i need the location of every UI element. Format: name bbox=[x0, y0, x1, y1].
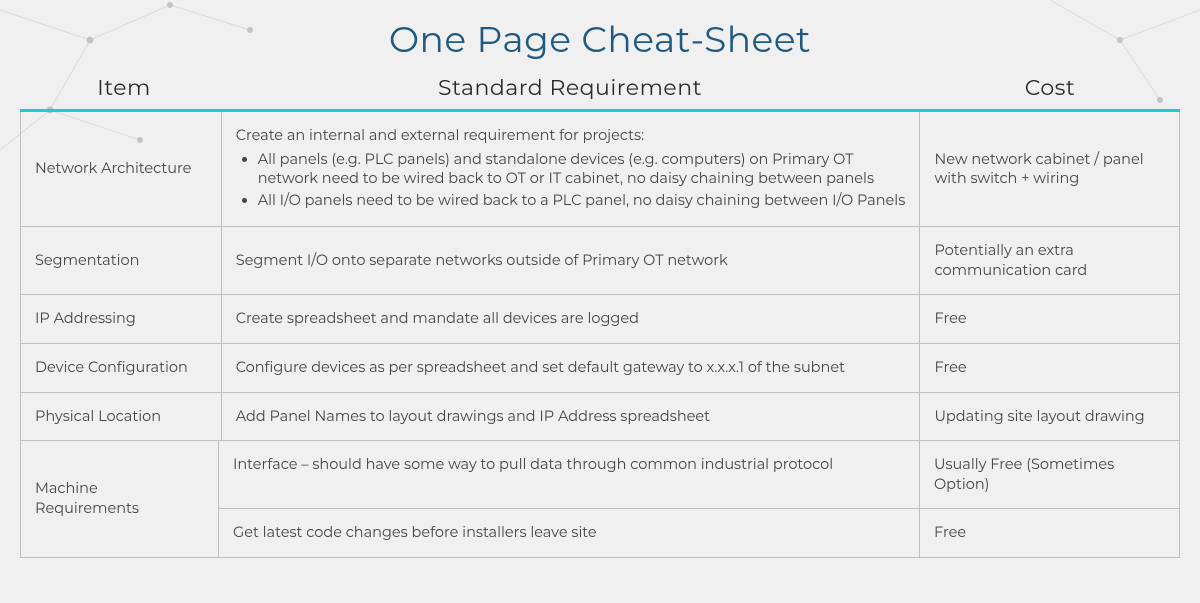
standard-bullet: All I/O panels need to be wired back to … bbox=[258, 191, 906, 211]
cell-item: IP Addressing bbox=[21, 295, 221, 343]
table-subrow: Get latest code changes before installer… bbox=[219, 508, 1179, 557]
cell-cost: Updating site layout drawing bbox=[919, 393, 1179, 441]
cell-cost: Free bbox=[919, 344, 1179, 392]
table-row: Segmentation Segment I/O onto separate n… bbox=[21, 226, 1179, 294]
cheat-sheet-table: Item Standard Requirement Cost Network A… bbox=[20, 68, 1180, 558]
cell-item: Network Architecture bbox=[21, 112, 221, 226]
cell-standard: Get latest code changes before installer… bbox=[219, 509, 919, 557]
cell-cost: Free bbox=[919, 295, 1179, 343]
table-row: Device Configuration Configure devices a… bbox=[21, 343, 1179, 392]
page-title: One Page Cheat-Sheet bbox=[0, 0, 1200, 68]
cell-cost: Potentially an extra communication card bbox=[919, 227, 1179, 294]
cell-standard: Create spreadsheet and mandate all devic… bbox=[221, 295, 920, 343]
cell-item: Device Configuration bbox=[21, 344, 221, 392]
page-root: One Page Cheat-Sheet Item Standard Requi… bbox=[0, 0, 1200, 603]
table-header-row: Item Standard Requirement Cost bbox=[20, 68, 1180, 112]
cell-standard: Create an internal and external requirem… bbox=[221, 112, 920, 226]
cell-item-rowspan: Machine Requirements bbox=[21, 441, 218, 557]
cell-cost: New network cabinet / panel with switch … bbox=[919, 112, 1179, 226]
table-body: Network Architecture Create an internal … bbox=[20, 112, 1180, 558]
col-header-standard: Standard Requirement bbox=[220, 74, 920, 101]
standard-intro: Create an internal and external requirem… bbox=[236, 126, 906, 146]
cell-cost: Free bbox=[919, 509, 1179, 557]
cell-cost: Usually Free (Sometimes Option) bbox=[919, 441, 1179, 508]
rowspan-subrows: Interface – should have some way to pull… bbox=[218, 441, 1179, 557]
cell-standard: Configure devices as per spreadsheet and… bbox=[221, 344, 920, 392]
cell-standard: Segment I/O onto separate networks outsi… bbox=[221, 227, 920, 294]
standard-bullet-list: All panels (e.g. PLC panels) and standal… bbox=[236, 150, 906, 213]
table-row: IP Addressing Create spreadsheet and man… bbox=[21, 294, 1179, 343]
table-rowspan-group: Machine Requirements Interface – should … bbox=[21, 440, 1179, 557]
cell-standard: Interface – should have some way to pull… bbox=[219, 441, 919, 508]
table-row: Physical Location Add Panel Names to lay… bbox=[21, 392, 1179, 441]
table-subrow: Interface – should have some way to pull… bbox=[219, 441, 1179, 508]
cell-item: Segmentation bbox=[21, 227, 221, 294]
col-header-item: Item bbox=[20, 74, 220, 101]
col-header-cost: Cost bbox=[920, 74, 1180, 101]
table-row: Network Architecture Create an internal … bbox=[21, 112, 1179, 226]
cell-item: Physical Location bbox=[21, 393, 221, 441]
standard-bullet: All panels (e.g. PLC panels) and standal… bbox=[258, 150, 906, 189]
cell-standard: Add Panel Names to layout drawings and I… bbox=[221, 393, 920, 441]
